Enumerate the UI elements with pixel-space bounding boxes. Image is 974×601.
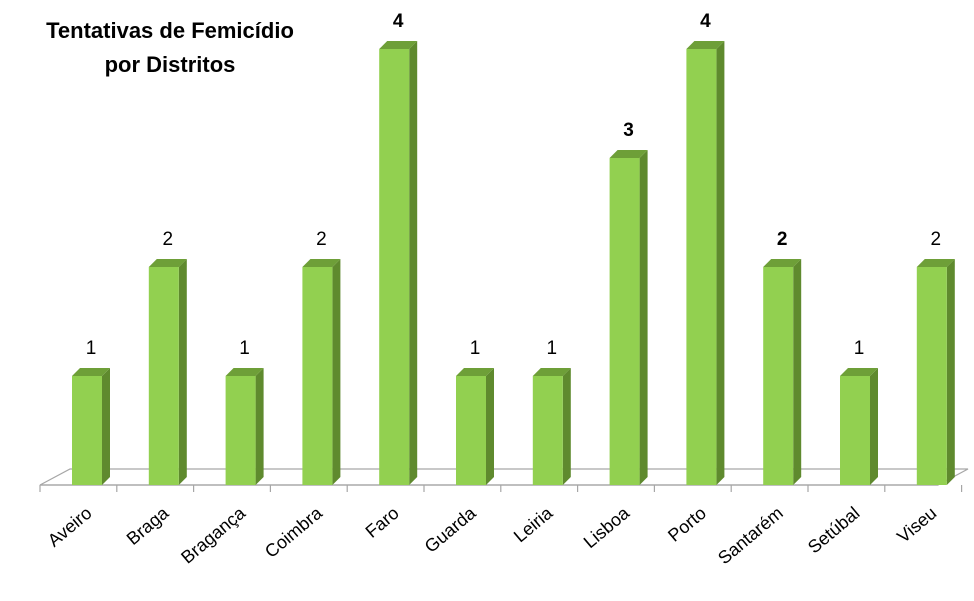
- bar-lisboa: [609, 150, 648, 485]
- category-label-santarem: Santarém: [714, 503, 787, 568]
- category-label-braga: Braga: [123, 502, 173, 549]
- bar-top-faro: [379, 41, 418, 49]
- bar-side-leiria: [562, 368, 571, 485]
- bar-faro: [379, 41, 418, 485]
- bar-front-porto: [686, 49, 717, 485]
- bar-side-faro: [409, 41, 418, 485]
- data-label-setubal: 1: [854, 338, 865, 359]
- category-label-faro: Faro: [362, 503, 403, 542]
- bar-viseu: [916, 259, 955, 485]
- category-label-lisboa: Lisboa: [580, 502, 634, 552]
- bar-side-porto: [716, 41, 725, 485]
- data-label-coimbra: 2: [316, 229, 327, 250]
- category-label-coimbra: Coimbra: [261, 502, 327, 562]
- bar-top-lisboa: [609, 150, 648, 158]
- data-label-lisboa: 3: [623, 120, 634, 141]
- bar-top-coimbra: [302, 259, 341, 267]
- bar-setubal: [840, 368, 878, 485]
- bar-front-coimbra: [302, 267, 333, 485]
- category-label-leiria: Leiria: [510, 502, 557, 546]
- bar-front-viseu: [916, 267, 947, 485]
- category-label-braganca: Bragança: [177, 502, 250, 567]
- bar-top-viseu: [916, 259, 955, 267]
- data-label-faro: 4: [393, 11, 404, 32]
- bar-side-braga: [178, 259, 187, 485]
- bar-front-santarem: [763, 267, 794, 485]
- data-label-guarda: 1: [470, 338, 481, 359]
- bar-side-aveiro: [102, 368, 110, 485]
- category-label-guarda: Guarda: [421, 502, 481, 557]
- bar-side-viseu: [946, 259, 955, 485]
- category-label-viseu: Viseu: [893, 503, 940, 547]
- bar-side-santarem: [793, 259, 802, 485]
- bar-santarem: [763, 259, 802, 485]
- category-axis: Aveiro Braga Bragança Coimbra Faro Guarda Leir…: [44, 502, 940, 568]
- bar-side-setubal: [870, 368, 878, 485]
- category-label-setubal: Setúbal: [804, 503, 864, 558]
- bar-side-coimbra: [332, 259, 341, 485]
- data-label-porto: 4: [700, 11, 711, 32]
- bar-porto: [686, 41, 725, 485]
- bar-guarda: [456, 368, 494, 485]
- data-label-leiria: 1: [547, 338, 558, 359]
- data-label-braga: 2: [163, 229, 174, 250]
- bar-front-braganca: [225, 376, 256, 485]
- bar-side-braganca: [255, 368, 264, 485]
- chart-title-line-1: Tentativas de Femicídio: [46, 18, 294, 43]
- bar-top-leiria: [532, 368, 571, 376]
- bar-front-setubal: [840, 376, 870, 485]
- bar-top-aveiro: [72, 368, 110, 376]
- bar-braganca: [225, 368, 264, 485]
- bar-top-setubal: [840, 368, 878, 376]
- bar-front-guarda: [456, 376, 486, 485]
- bar-top-guarda: [456, 368, 494, 376]
- data-label-aveiro: 1: [86, 338, 97, 359]
- category-label-porto: Porto: [664, 503, 710, 546]
- data-labels: 1 2 1 2 4 1 1 3 4 2 1 2: [86, 11, 941, 359]
- bar-top-santarem: [763, 259, 802, 267]
- bar-front-leiria: [532, 376, 563, 485]
- bars: [72, 41, 955, 485]
- bar-front-aveiro: [72, 376, 102, 485]
- chart-title-line-2: por Distritos: [104, 52, 236, 77]
- category-label-aveiro: Aveiro: [44, 503, 96, 551]
- bar-front-braga: [148, 267, 179, 485]
- bar-front-lisboa: [609, 158, 640, 485]
- bar-front-faro: [379, 49, 410, 485]
- bar-side-guarda: [486, 368, 494, 485]
- chart-title: Tentativas de Femicídio por Distritos: [0, 14, 340, 82]
- data-label-santarem: 2: [777, 229, 788, 250]
- bar-top-braganca: [225, 368, 264, 376]
- data-label-viseu: 2: [931, 229, 942, 250]
- bar-aveiro: [72, 368, 110, 485]
- chart-floor: [39, 468, 969, 492]
- bar-leiria: [532, 368, 571, 485]
- data-label-braganca: 1: [239, 338, 250, 359]
- bar-coimbra: [302, 259, 341, 485]
- bar-top-braga: [148, 259, 187, 267]
- bar-top-porto: [686, 41, 725, 49]
- bar-side-lisboa: [639, 150, 648, 485]
- bar-braga: [148, 259, 187, 485]
